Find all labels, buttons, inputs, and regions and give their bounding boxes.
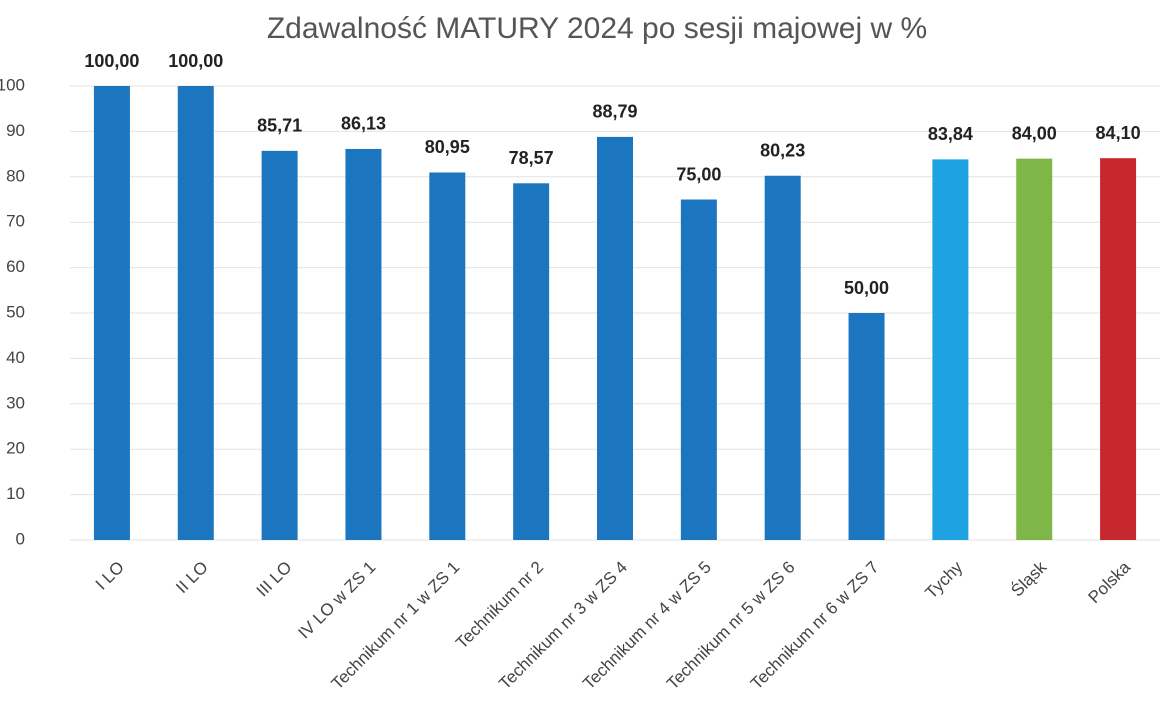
x-tick-label: IV LO w ZS 1 <box>295 558 380 643</box>
bar <box>1016 158 1053 540</box>
y-tick-label: 90 <box>6 121 25 140</box>
y-tick-label: 40 <box>6 348 25 367</box>
bar <box>764 175 801 540</box>
value-label: 83,84 <box>928 124 973 144</box>
bar <box>597 136 633 540</box>
value-label: 80,23 <box>760 141 805 161</box>
bar <box>93 86 130 540</box>
y-tick-label: 60 <box>6 257 25 276</box>
bar <box>848 313 885 540</box>
bar <box>1100 158 1137 540</box>
x-tick-label: II LO <box>172 558 211 597</box>
bar <box>680 199 717 540</box>
y-tick-label: 100 <box>0 75 25 94</box>
y-tick-label: 50 <box>6 302 25 321</box>
bar <box>177 86 214 540</box>
y-tick-label: 70 <box>6 212 25 231</box>
x-tick-label: III LO <box>253 558 296 601</box>
value-label: 85,71 <box>257 116 302 136</box>
y-tick-label: 10 <box>6 484 25 503</box>
x-tick-label: Polska <box>1085 557 1135 607</box>
y-tick-label: 20 <box>6 439 25 458</box>
value-label: 88,79 <box>592 102 637 122</box>
y-tick-label: 80 <box>6 166 25 185</box>
value-label: 86,13 <box>341 114 386 134</box>
value-label: 50,00 <box>844 278 889 298</box>
value-label: 100,00 <box>168 51 223 71</box>
x-tick-label: Technikum nr 2 <box>452 558 547 653</box>
value-label: 75,00 <box>676 164 721 184</box>
x-tick-label: I LO <box>92 558 128 594</box>
y-tick-label: 30 <box>6 393 25 412</box>
value-label: 84,00 <box>1012 123 1057 143</box>
value-label: 84,10 <box>1096 123 1141 143</box>
value-label: 78,57 <box>509 148 554 168</box>
bar <box>429 172 466 540</box>
value-label: 80,95 <box>425 137 470 157</box>
bar <box>513 183 550 540</box>
y-tick-label: 0 <box>16 529 25 548</box>
x-tick-label: Śląsk <box>1007 557 1050 600</box>
bar <box>345 148 382 541</box>
x-tick-label: Tychy <box>922 557 967 602</box>
value-label: 100,00 <box>84 51 139 71</box>
chart-title: Zdawalność MATURY 2024 po sesji majowej … <box>267 12 927 45</box>
bar <box>932 159 969 540</box>
bar <box>261 150 298 541</box>
